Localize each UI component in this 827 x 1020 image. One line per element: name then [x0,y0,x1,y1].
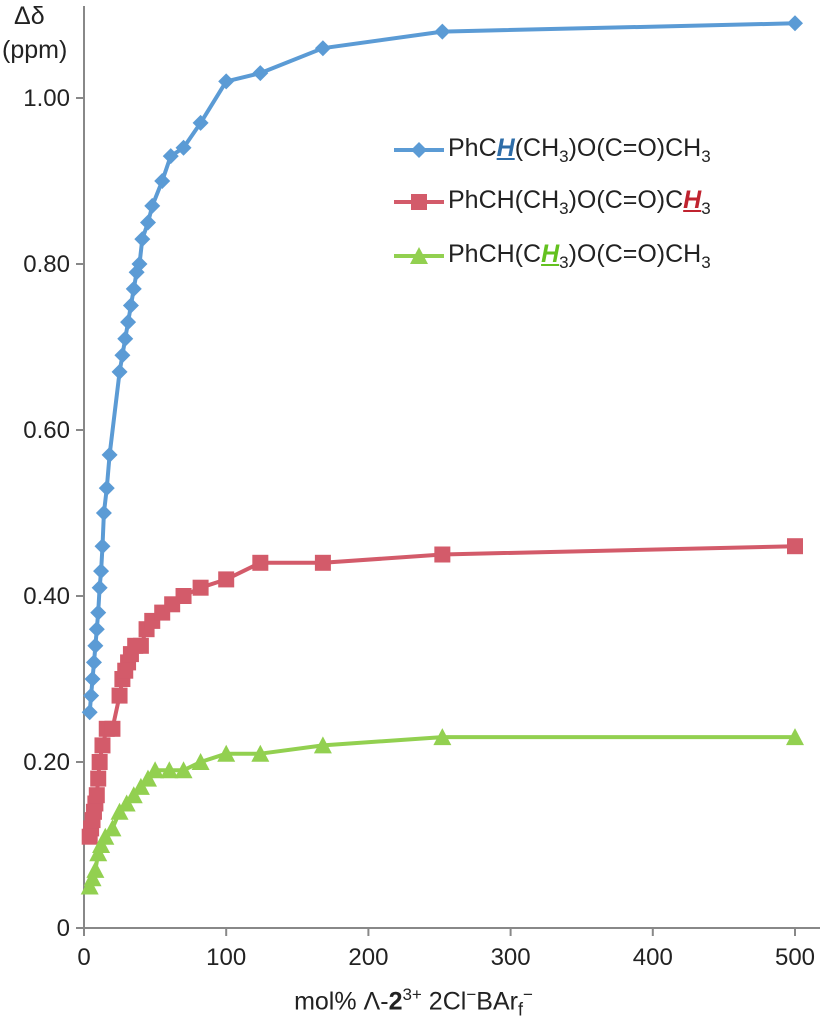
data-point-square [175,588,192,604]
data-point-diamond [252,65,269,82]
data-point-diamond [122,297,139,314]
x-tick-label: 300 [491,944,531,971]
data-point-diamond [144,197,161,214]
data-point-diamond [95,505,112,521]
data-point-diamond [154,173,171,189]
data-point-diamond [91,579,108,596]
data-point-square [94,737,111,754]
y-tick-label: 0 [57,915,70,942]
data-point-diamond [117,330,134,347]
data-point-diamond [120,314,137,331]
data-point-diamond [192,114,209,131]
data-point-triangle [146,761,165,779]
series-layer [80,15,804,895]
axis-ticks: 0 0.20 0.40 0.60 0.80 1.00 0 100 200 300 400 500 [23,85,815,971]
data-point-diamond [88,621,105,638]
series-2 [81,538,803,845]
x-tick-label: 400 [633,944,673,971]
data-point-diamond [787,15,803,32]
data-point-diamond [90,604,107,621]
data-point-diamond [131,256,148,272]
y-axis-unit: (ppm) [2,36,68,64]
x-tick-label: 100 [206,944,246,971]
legend-item-alpha-methyl: PhCH(CH3)O(C=O)CH3 [392,236,812,276]
data-point-triangle [313,736,332,754]
data-point-diamond [218,73,235,90]
data-point-diamond [85,654,102,671]
data-point-triangle [174,761,193,779]
legend-swatch-triangle [394,247,444,264]
data-point-diamond [175,139,192,156]
y-tick-label: 0.20 [23,749,70,776]
data-point-triangle [786,728,804,746]
x-tick-label: 500 [775,944,815,971]
legend-swatch-square [394,194,444,210]
x-tick-label: 200 [348,944,388,971]
data-point-diamond [162,148,179,165]
data-point-diamond [81,704,98,721]
data-point-square [90,770,107,787]
legend-label-methine: PhCH(CH3)O(C=O)CH3 [448,134,711,166]
data-point-triangle [103,819,122,837]
data-point-square [252,554,269,571]
data-point-triangle [191,753,210,770]
data-point-square [192,579,209,596]
data-point-triangle [86,860,105,878]
series-3 [80,728,804,895]
data-point-diamond [125,280,142,297]
data-point-diamond [83,687,100,704]
data-point-diamond [93,563,110,580]
data-point-diamond [84,671,101,687]
data-point-triangle [251,744,270,762]
legend-item-methine: PhCH(CH3)O(C=O)CH3 [392,130,812,170]
data-point-triangle [433,728,452,746]
data-point-triangle [160,761,179,779]
y-tick-label: 0.40 [23,583,70,610]
y-tick-label: 0.60 [23,417,70,444]
data-point-square [218,571,235,588]
x-tick-label: 0 [77,944,90,971]
data-point-square [104,720,121,737]
data-point-diamond [114,347,131,364]
data-point-diamond [134,231,151,248]
series-1 [81,15,803,721]
y-tick-label: 0.80 [23,251,70,278]
data-point-diamond [98,480,115,497]
data-point-diamond [139,214,156,231]
data-point-diamond [111,363,128,380]
legend-item-acetyl: PhCH(CH3)O(C=O)CH3 [392,182,812,222]
data-point-square [132,637,149,654]
data-point-square [787,538,803,555]
data-point-diamond [434,23,451,40]
legend-swatch-diamond [394,142,444,158]
data-point-diamond [94,538,111,555]
data-point-diamond [87,637,104,654]
legend-label-alpha-methyl: PhCH(CH3)O(C=O)CH3 [448,240,711,272]
y-axis-title: Δδ [14,2,45,30]
series-line-3 [87,735,795,888]
data-point-square [434,546,451,563]
data-point-square [314,554,331,571]
data-point-square [88,787,105,804]
data-point-diamond [101,446,118,463]
data-point-triangle [217,744,236,762]
data-point-diamond [314,40,331,57]
legend-label-acetyl: PhCH(CH3)O(C=O)CH3 [448,186,711,218]
y-tick-label: 1.00 [23,85,70,112]
data-point-square [91,754,108,770]
data-point-square [111,687,128,704]
x-axis-title: mol% Λ-23+ 2Cl−BArf− [294,985,533,1020]
series-line-1 [87,21,796,713]
